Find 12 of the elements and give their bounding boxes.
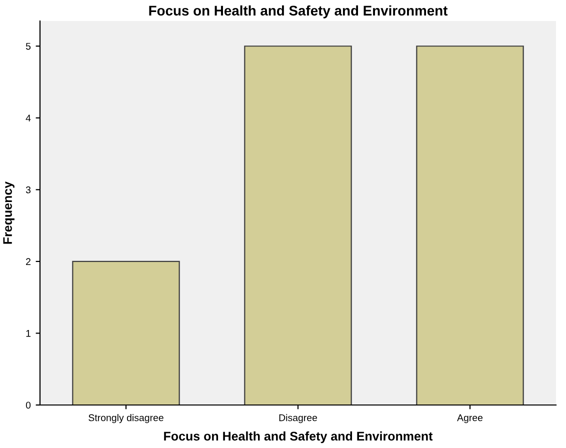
x-axis-title: Focus on Health and Safety and Environment bbox=[164, 431, 433, 444]
y-tick-label: 3 bbox=[26, 186, 31, 194]
x-tick-label: Agree bbox=[457, 414, 483, 424]
y-tick-label: 0 bbox=[26, 402, 31, 409]
y-axis-title: Frequency bbox=[3, 181, 14, 244]
chart-title: Focus on Health and Safety and Environment bbox=[149, 5, 448, 18]
y-tick-label: 4 bbox=[26, 114, 31, 122]
x-tick-label: Disagree bbox=[279, 414, 318, 424]
x-tick-label: Strongly disagree bbox=[88, 414, 164, 424]
y-tick-label: 1 bbox=[26, 330, 30, 337]
y-tick-label: 5 bbox=[26, 42, 31, 50]
y-tick-label: 2 bbox=[26, 258, 30, 265]
